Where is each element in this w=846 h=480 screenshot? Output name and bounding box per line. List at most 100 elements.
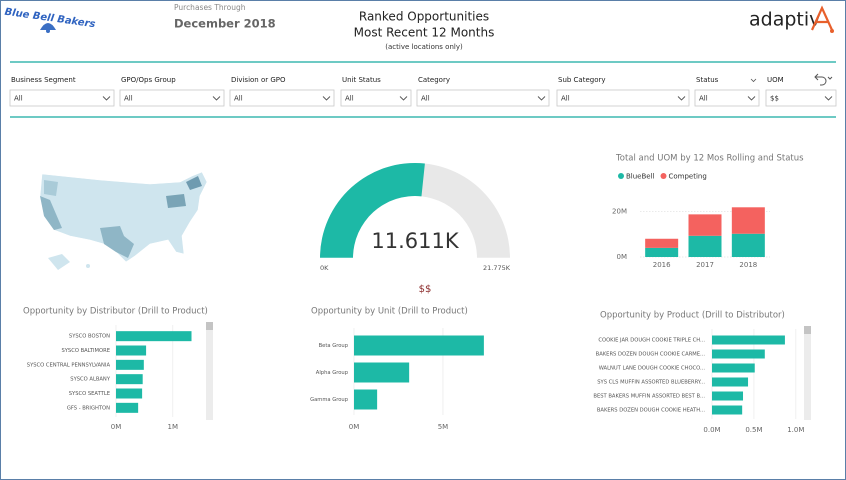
- x-tick-label: 0M: [111, 423, 122, 431]
- x-tick-label: 2016: [653, 261, 671, 269]
- filter-label: Category: [418, 76, 450, 84]
- filter-value: All: [421, 95, 430, 103]
- y-tick-label: SYSCO CENTRAL PENNSYLVANIA: [27, 362, 111, 368]
- legend-swatch: [618, 173, 624, 179]
- scrollbar-track[interactable]: [206, 322, 213, 420]
- map-region: [166, 194, 186, 208]
- filter[interactable]: Unit Status All: [340, 76, 412, 107]
- bar-chart-panel[interactable]: Opportunity by Distributor (Drill to Pro…: [23, 307, 213, 432]
- y-tick-label: BAKERS DOZEN DOUGH COOKIE HEATH...: [597, 408, 705, 414]
- bar-segment[interactable]: [731, 207, 765, 234]
- stacked-bar-panel[interactable]: Total and UOM by 12 Mos Rolling and Stat…: [612, 154, 804, 270]
- x-tick-label: 2018: [739, 261, 757, 269]
- gauge-panel[interactable]: 11.611K 0K 21.775K $$: [320, 163, 511, 295]
- dropdown[interactable]: [556, 89, 690, 107]
- us-map[interactable]: [39, 171, 208, 270]
- bell-icon: [40, 23, 56, 30]
- bar-chart-panel[interactable]: Opportunity by Unit (Drill to Product) 0M…: [310, 307, 484, 432]
- filter-label: Unit Status: [342, 76, 381, 84]
- x-tick-label: 1M: [168, 423, 179, 431]
- bar-segment[interactable]: [645, 247, 679, 257]
- purchases-label: Purchases Through: [174, 3, 246, 12]
- filter-label: UOM: [767, 76, 784, 84]
- x-tick-label: 1.0M: [787, 426, 804, 434]
- chart-title: Opportunity by Unit (Drill to Product): [311, 307, 468, 317]
- bar[interactable]: [116, 388, 143, 399]
- chevron: [750, 78, 757, 83]
- chevron: [824, 96, 833, 101]
- y-tick-label: WALNUT LANE DOUGH COOKIE CHOCO...: [599, 366, 706, 372]
- scrollbar-thumb[interactable]: [206, 322, 213, 330]
- bar[interactable]: [116, 331, 192, 342]
- gauge-label: 11.611K: [371, 229, 459, 253]
- brand-dot: [830, 29, 834, 33]
- x-tick-label: 0M: [349, 423, 360, 431]
- bar[interactable]: [116, 359, 144, 370]
- bar[interactable]: [712, 349, 765, 359]
- map-region: [100, 226, 134, 258]
- y-tick-label: 20M: [612, 207, 627, 215]
- x-tick-label: 0.0M: [703, 426, 720, 434]
- y-tick-label: GFS - BRIGHTON: [67, 405, 110, 411]
- bar-segment[interactable]: [731, 233, 765, 257]
- y-tick-label: BAKERS DOZEN DOUGH COOKIE CARME...: [596, 352, 706, 358]
- y-tick-label: Alpha Group: [316, 370, 349, 376]
- filter[interactable]: Division or GPO All: [229, 76, 335, 107]
- chevron: [677, 96, 686, 101]
- bar-segment[interactable]: [688, 214, 722, 236]
- filter[interactable]: GPO/Ops Group All: [119, 76, 225, 107]
- page-subtitle: Most Recent 12 Months: [354, 26, 495, 40]
- reset-icon[interactable]: [814, 73, 833, 86]
- filter-label: Business Segment: [11, 76, 76, 84]
- y-tick-label: SYSCO ALBANY: [70, 377, 111, 383]
- filter-label: GPO/Ops Group: [121, 76, 176, 84]
- bar-segment[interactable]: [688, 235, 722, 257]
- bar-segment[interactable]: [645, 238, 679, 248]
- bell-clapper: [46, 29, 50, 33]
- chart-title: Opportunity by Distributor (Drill to Pro…: [23, 307, 208, 317]
- gauge-value[interactable]: [320, 163, 425, 258]
- chevron: [537, 96, 546, 101]
- filter[interactable]: Business Segment All: [9, 76, 115, 107]
- bar[interactable]: [712, 391, 744, 401]
- dropdown[interactable]: [765, 89, 837, 107]
- brand: adaptiv: [749, 9, 820, 31]
- charts: Opportunity by Distributor (Drill to Pro…: [23, 154, 811, 435]
- x-tick-label: 2017: [696, 261, 714, 269]
- page-note: (active locations only): [385, 43, 463, 51]
- dropdown[interactable]: [229, 89, 335, 107]
- scrollbar-track[interactable]: [804, 326, 811, 420]
- filter[interactable]: Category All: [416, 76, 550, 107]
- chevron: [102, 96, 111, 101]
- bar[interactable]: [712, 335, 785, 345]
- bar[interactable]: [116, 402, 139, 413]
- filter[interactable]: Status All: [694, 76, 760, 107]
- chart-title: Total and UOM by 12 Mos Rolling and Stat…: [615, 154, 804, 164]
- scrollbar-thumb[interactable]: [804, 326, 811, 334]
- bar[interactable]: [116, 345, 147, 356]
- legend-label: BlueBell: [626, 173, 655, 181]
- dropdown[interactable]: [416, 89, 550, 107]
- page-title: Ranked Opportunities: [359, 10, 489, 24]
- x-tick-label: 0.5M: [745, 426, 762, 434]
- filter-label: Sub Category: [558, 76, 606, 84]
- chevron: [747, 96, 756, 101]
- dropdown[interactable]: [340, 89, 412, 107]
- bar[interactable]: [712, 377, 749, 387]
- dropdown[interactable]: [9, 89, 115, 107]
- dropdown[interactable]: [119, 89, 225, 107]
- bar[interactable]: [354, 362, 410, 383]
- filter[interactable]: UOM $$: [765, 76, 837, 107]
- filter-value: $$: [770, 95, 779, 103]
- y-tick-label: SYS CLS MUFFIN ASSORTED BLUEBERRY...: [597, 380, 705, 386]
- filter[interactable]: Sub Category All: [556, 76, 690, 107]
- bar[interactable]: [354, 335, 484, 356]
- bar[interactable]: [712, 405, 743, 415]
- bar-chart-panel[interactable]: Opportunity by Product (Drill to Distrib…: [593, 311, 811, 435]
- map-region: [44, 180, 58, 196]
- bar[interactable]: [712, 363, 755, 373]
- dropdown[interactable]: [694, 89, 760, 107]
- bar[interactable]: [354, 389, 378, 410]
- bar[interactable]: [116, 374, 143, 385]
